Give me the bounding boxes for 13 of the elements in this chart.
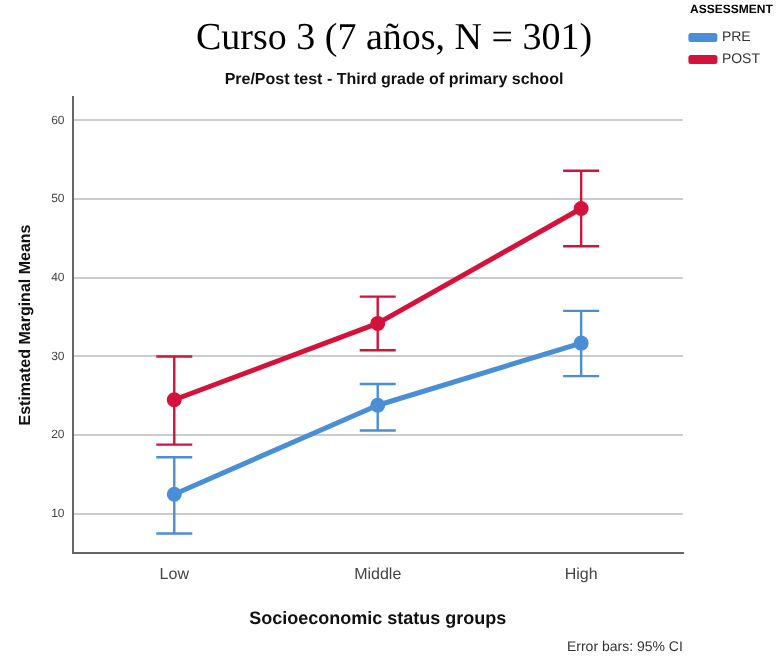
point <box>370 315 386 331</box>
x-tick-label: High <box>564 565 598 584</box>
x-tick-label: Middle <box>354 565 403 584</box>
point <box>370 397 386 413</box>
point <box>166 486 182 502</box>
point <box>573 201 589 217</box>
chart-title: Curso 3 (7 años, N = 301) <box>195 16 593 59</box>
x-tick-label: Low <box>159 565 190 584</box>
x-axis-title: Socioeconomic status groups <box>249 608 507 629</box>
chart-subtitle: Pre/Post test - Third grade of primary school <box>224 69 564 88</box>
point <box>166 392 182 408</box>
point <box>573 335 589 351</box>
y-axis-title: Estimated Marginal Means <box>16 223 35 426</box>
